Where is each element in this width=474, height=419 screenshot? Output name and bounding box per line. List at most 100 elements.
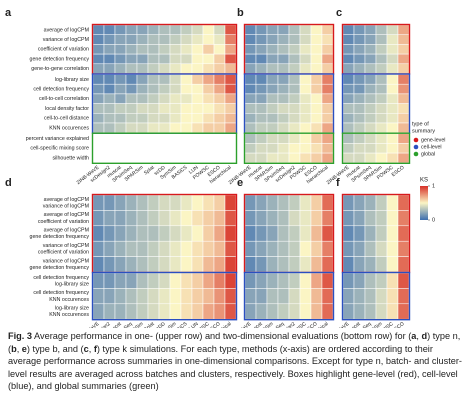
heat-cell (92, 74, 105, 85)
heat-cell (397, 83, 410, 95)
heat-cell (147, 83, 160, 95)
heat-cell (299, 93, 312, 104)
heat-cell (375, 63, 388, 74)
heat-cell (342, 133, 355, 144)
caption-text: c (83, 343, 89, 354)
heat-cell (136, 44, 149, 55)
heat-cell (364, 53, 377, 65)
heat-cell (103, 210, 116, 227)
heat-cell (310, 240, 323, 257)
heat-cell (277, 53, 290, 65)
heat-cell (180, 303, 193, 320)
heat-cell (125, 103, 138, 114)
heat-cell (202, 93, 215, 104)
heat-cell (386, 133, 399, 144)
heat-cell (202, 225, 215, 242)
panel-letter: b (237, 7, 244, 19)
heat-cell (244, 133, 257, 144)
heat-cell (364, 194, 377, 211)
heat-cell (224, 303, 237, 320)
heat-cell (244, 122, 257, 133)
heat-cell (103, 44, 116, 55)
heat-cell (202, 303, 215, 320)
heat-cell (375, 24, 388, 35)
row-label: average of logCPM (44, 27, 89, 33)
heat-cell (353, 256, 366, 273)
heat-cell (224, 103, 237, 114)
heat-cell (364, 74, 377, 85)
heat-cell (191, 240, 204, 257)
heat-cell (353, 93, 366, 104)
row-label: gene detection frequency (30, 265, 90, 271)
heat-cell (92, 103, 105, 114)
heat-cell (92, 288, 105, 305)
heat-cell (266, 74, 279, 85)
heat-cell (310, 133, 323, 144)
row-label: silhouette width (52, 155, 89, 161)
heat-cell (169, 93, 182, 104)
heat-cell (169, 256, 182, 273)
heat-cell (321, 194, 334, 211)
heat-cell (180, 83, 193, 95)
heat-cell (213, 103, 226, 114)
heat-cell (147, 288, 160, 305)
heat-cell (224, 288, 237, 305)
row-label: KNN occurences (49, 297, 89, 303)
heat-cell (277, 240, 290, 257)
heat-cell (288, 272, 301, 289)
heat-cell (321, 93, 334, 104)
heat-cell (125, 272, 138, 289)
heat-cell (125, 63, 138, 74)
heat-cell (288, 133, 301, 144)
heat-cell (114, 53, 127, 65)
heat-cell (103, 225, 116, 242)
caption-text: Fig. 3 (8, 331, 32, 341)
heat-cell (342, 143, 355, 154)
heat-cell (103, 53, 116, 65)
heat-cell (191, 44, 204, 55)
heat-cell (224, 74, 237, 85)
row-label: KNN occurences (49, 312, 89, 318)
heat-cell (310, 256, 323, 273)
heat-cell (125, 225, 138, 242)
heat-cell (277, 210, 290, 227)
heat-cell (244, 83, 257, 95)
row-label: gene detection frequency (30, 234, 90, 240)
heat-cell (342, 225, 355, 242)
heat-cell (213, 83, 226, 95)
heat-cell (191, 63, 204, 74)
heat-cell (310, 63, 323, 74)
heat-cell (92, 44, 105, 55)
heat-cell (375, 194, 388, 211)
row-label: local density factor (45, 106, 89, 112)
heat-cell (158, 24, 171, 35)
heat-cell (255, 272, 268, 289)
heat-cell (180, 194, 193, 211)
heat-cell (202, 44, 215, 55)
row-label: log-library size (55, 281, 89, 287)
heat-cell (213, 240, 226, 257)
heat-cell (147, 113, 160, 124)
heat-cell (213, 53, 226, 65)
heat-cell (397, 122, 410, 133)
heat-cell (158, 210, 171, 227)
heat-cell (169, 83, 182, 95)
heat-cell (180, 210, 193, 227)
legend-dot (413, 137, 419, 143)
heat-cell (397, 272, 410, 289)
heat-cell (342, 152, 355, 164)
heat-cell (180, 272, 193, 289)
heat-cell (92, 53, 105, 65)
heat-cell (342, 103, 355, 114)
heat-cell (125, 113, 138, 124)
heat-cell (255, 133, 268, 144)
heat-cell (92, 210, 105, 227)
heat-cell (244, 152, 257, 164)
heat-cell (224, 122, 237, 133)
heat-cell (125, 74, 138, 85)
heat-cell (266, 152, 279, 164)
heat-cell (202, 113, 215, 124)
heat-cell (114, 288, 127, 305)
row-label: log-library size (55, 306, 89, 312)
heat-cell (321, 143, 334, 154)
